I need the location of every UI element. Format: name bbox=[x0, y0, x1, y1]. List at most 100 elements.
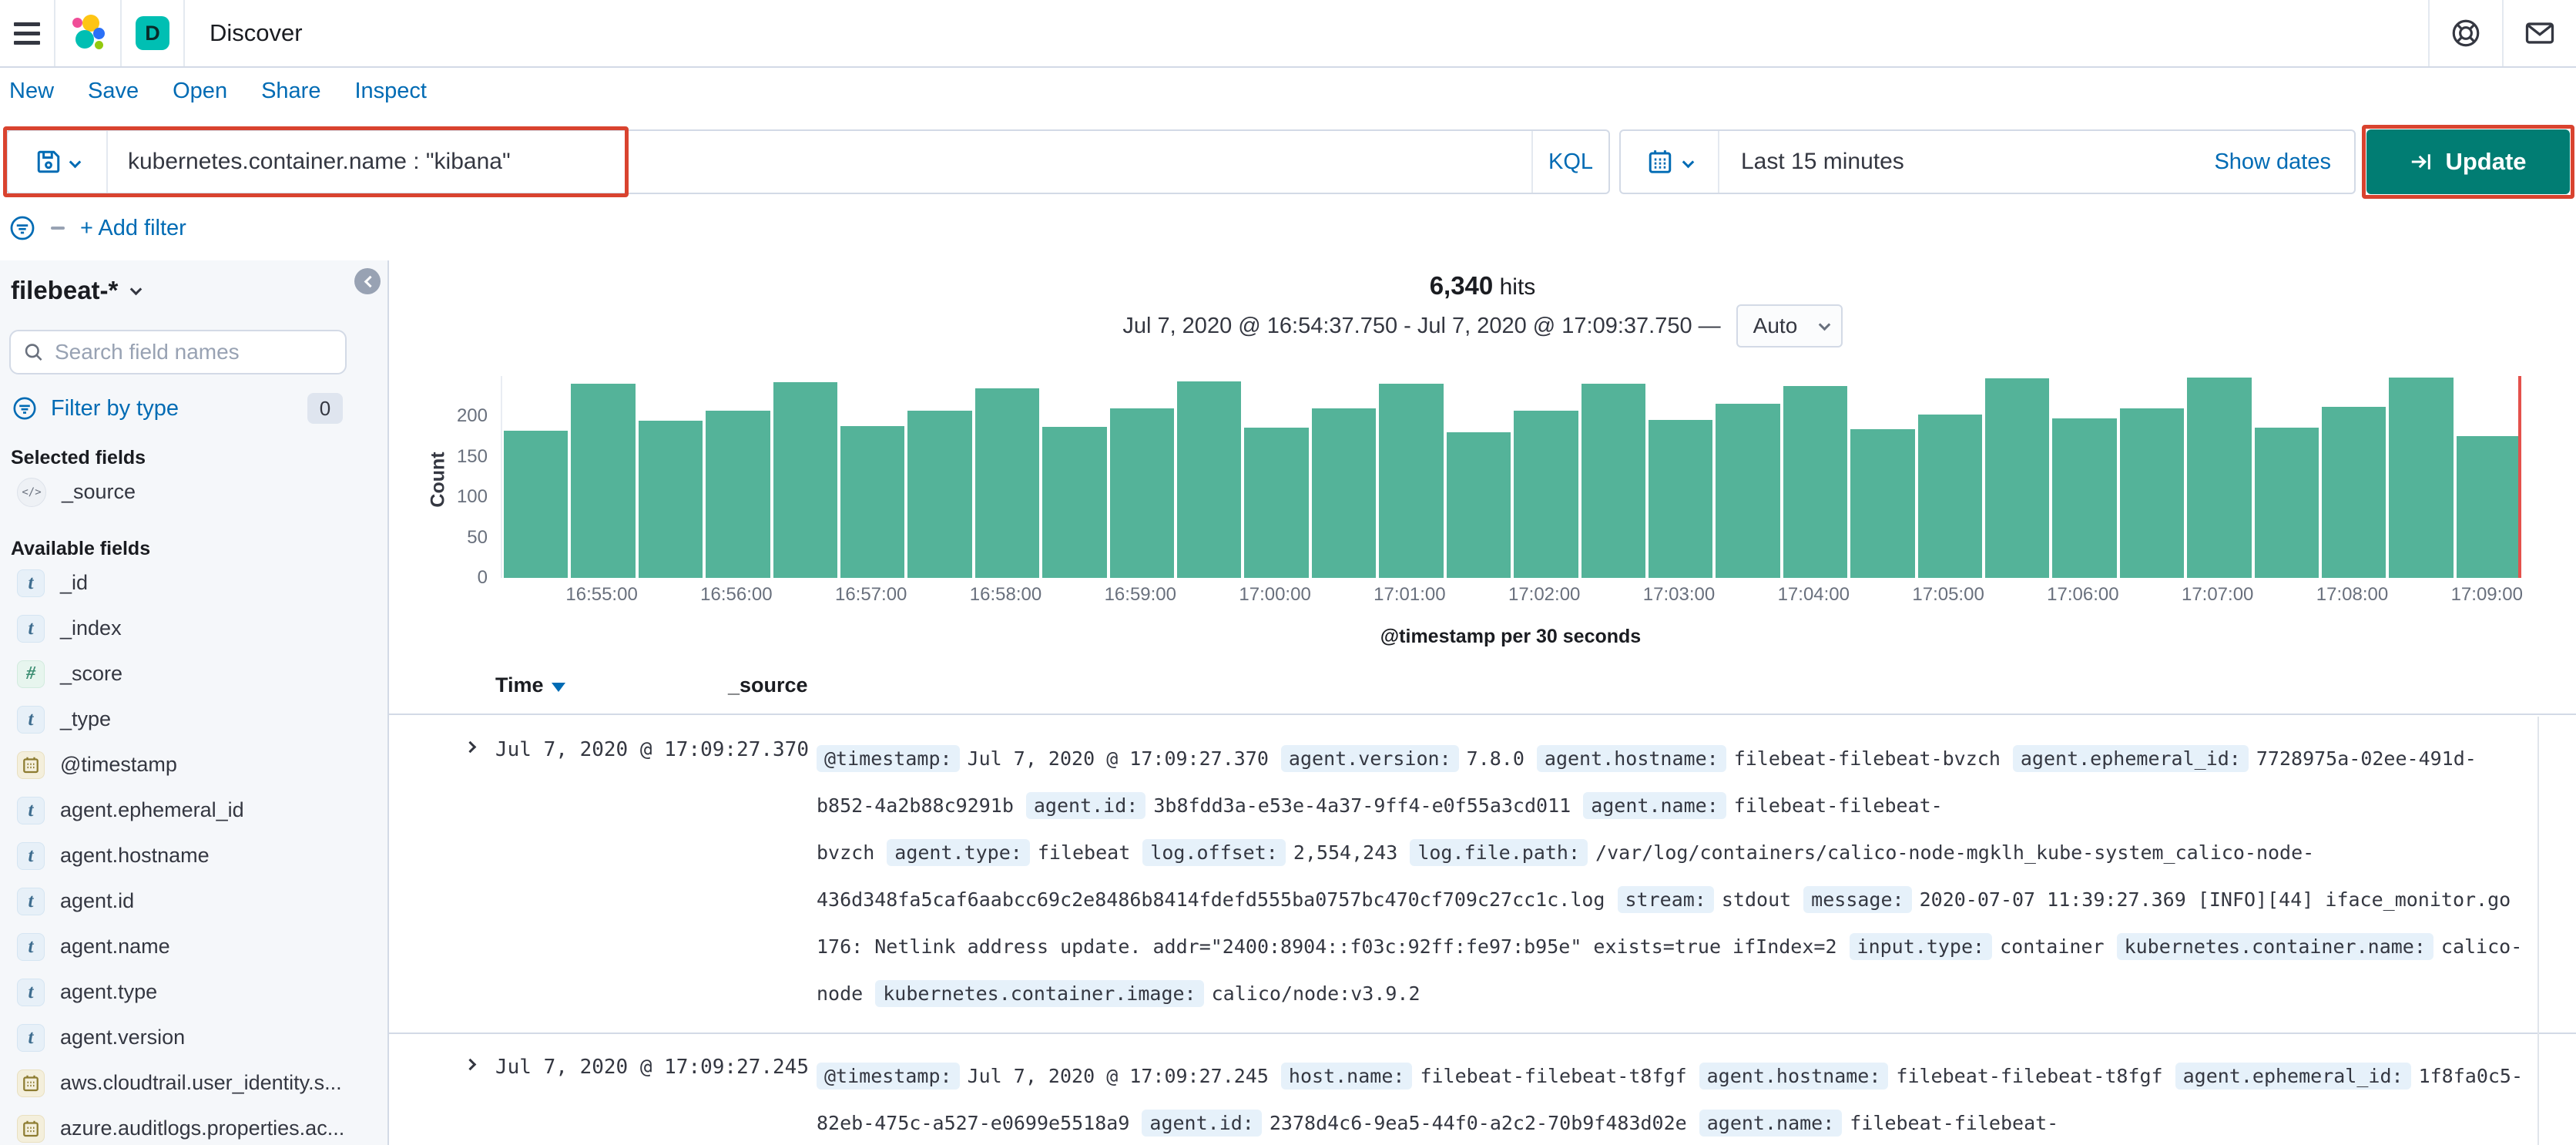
field-name: _source bbox=[62, 480, 136, 503]
histogram-bar-17:02:30[interactable] bbox=[1581, 384, 1645, 578]
filter-icon[interactable] bbox=[9, 215, 35, 241]
histogram-bar-17:02:00[interactable] bbox=[1514, 411, 1578, 578]
histogram-bar-17:05:00[interactable] bbox=[1917, 415, 1982, 578]
field-name: agent.name bbox=[60, 935, 170, 958]
elastic-logo-icon bbox=[69, 15, 106, 52]
saved-query-menu-button[interactable] bbox=[8, 131, 108, 193]
field-item-_index[interactable]: t _index bbox=[9, 606, 380, 651]
field-item-_source[interactable]: </> _source bbox=[9, 469, 380, 515]
query-input[interactable]: kubernetes.container.name : "kibana" bbox=[128, 149, 511, 174]
quick-select-menu-button[interactable] bbox=[1621, 131, 1719, 193]
field-item-@timestamp[interactable]: @timestamp bbox=[9, 742, 380, 787]
field-name: agent.ephemeral_id bbox=[60, 798, 244, 821]
histogram-bar-16:57:00[interactable] bbox=[840, 425, 905, 578]
source-field-value: filebeat-filebeat-t8fgf bbox=[1896, 1065, 2163, 1087]
histogram-bar-17:06:30[interactable] bbox=[2119, 408, 2185, 578]
field-search-box bbox=[9, 330, 347, 374]
string-type-icon: t bbox=[17, 1023, 45, 1052]
histogram-bar-16:55:30[interactable] bbox=[638, 420, 703, 578]
elastic-logo[interactable] bbox=[55, 0, 122, 66]
x-axis-title: @timestamp per 30 seconds bbox=[1380, 626, 1642, 647]
time-column-header[interactable]: Time bbox=[495, 673, 565, 697]
x-tick-17:03:00: 17:03:00 bbox=[1642, 584, 1716, 605]
nav-link-save[interactable]: Save bbox=[88, 79, 139, 103]
table-scrollbar-track[interactable] bbox=[2537, 717, 2539, 1145]
histogram-bar-16:56:30[interactable] bbox=[773, 382, 838, 578]
histogram-bar-17:07:00[interactable] bbox=[2187, 378, 2252, 578]
field-item-_id[interactable]: t _id bbox=[9, 560, 380, 606]
source-field-value: 1f8fa0c5-82eb-475c-a527-e0699e5518a9 bbox=[817, 1065, 2524, 1134]
histogram-bar-17:00:00[interactable] bbox=[1244, 428, 1309, 578]
field-item-agent.hostname[interactable]: t agent.hostname bbox=[9, 833, 380, 878]
show-dates-link[interactable]: Show dates bbox=[2214, 149, 2331, 174]
nav-link-new[interactable]: New bbox=[9, 79, 55, 103]
source-field-key: input.type: bbox=[1849, 933, 1993, 960]
field-item-agent.id[interactable]: t agent.id bbox=[9, 878, 380, 924]
histogram-bar-17:03:30[interactable] bbox=[1716, 403, 1780, 578]
field-item-aws.cloudtrail.user_identity.s...[interactable]: aws.cloudtrail.user_identity.s... bbox=[9, 1060, 380, 1106]
string-type-icon: t bbox=[17, 569, 45, 597]
histogram-bar-17:09:00[interactable] bbox=[2456, 435, 2521, 578]
x-tick-17:02:00: 17:02:00 bbox=[1508, 584, 1581, 605]
histogram-bar-16:59:00[interactable] bbox=[1109, 408, 1175, 578]
field-search-input[interactable] bbox=[55, 340, 333, 364]
histogram[interactable] bbox=[501, 376, 2521, 578]
field-item-agent.ephemeral_id[interactable]: t agent.ephemeral_id bbox=[9, 787, 380, 833]
collapse-sidebar-button[interactable] bbox=[354, 268, 381, 294]
documents-table: Jul 7, 2020 @ 17:09:27.370 @timestamp: Jul… bbox=[389, 717, 2576, 1145]
field-item-_score[interactable]: # _score bbox=[9, 651, 380, 697]
field-item-agent.name[interactable]: t agent.name bbox=[9, 924, 380, 969]
time-range-value[interactable]: Last 15 minutes bbox=[1741, 149, 1904, 174]
histogram-bar-17:01:00[interactable] bbox=[1379, 384, 1444, 578]
row-timestamp: Jul 7, 2020 @ 17:09:27.370 bbox=[495, 738, 809, 761]
interval-select[interactable]: Auto bbox=[1736, 304, 1843, 348]
field-item-_type[interactable]: t _type bbox=[9, 697, 380, 742]
histogram-bar-17:03:00[interactable] bbox=[1648, 419, 1713, 578]
histogram-bar-16:57:30[interactable] bbox=[907, 411, 972, 578]
histogram-bar-16:58:30[interactable] bbox=[1042, 427, 1107, 578]
filter-bar: + Add filter bbox=[9, 210, 186, 247]
discover-app-badge[interactable]: D bbox=[122, 0, 185, 66]
histogram-bar-16:58:00[interactable] bbox=[974, 388, 1040, 578]
refresh-icon bbox=[2412, 154, 2431, 170]
filter-by-type-button[interactable]: Filter by type bbox=[51, 395, 179, 421]
sort-desc-icon bbox=[551, 682, 565, 692]
histogram-bar-17:08:30[interactable] bbox=[2389, 378, 2454, 578]
source-field-key: kubernetes.container.name: bbox=[2116, 933, 2433, 960]
histogram-bar-17:04:00[interactable] bbox=[1783, 385, 1848, 578]
update-button[interactable]: Update bbox=[2366, 129, 2570, 194]
histogram-bar-16:59:30[interactable] bbox=[1177, 381, 1242, 578]
y-tick-200: 200 bbox=[456, 405, 488, 427]
field-item-azure.auditlogs.properties.ac...[interactable]: azure.auditlogs.properties.ac... bbox=[9, 1106, 380, 1145]
expand-row-button[interactable] bbox=[464, 1058, 477, 1071]
source-field-value: Jul 7, 2020 @ 17:09:27.245 bbox=[967, 1065, 1269, 1087]
histogram-bar-17:06:00[interactable] bbox=[2052, 418, 2117, 578]
histogram-bar-17:07:30[interactable] bbox=[2254, 428, 2319, 578]
nav-link-share[interactable]: Share bbox=[261, 79, 321, 103]
top-navigation-bar: D Discover bbox=[0, 0, 2576, 68]
index-pattern-switcher[interactable]: filebeat-* bbox=[9, 271, 380, 305]
field-name: _id bbox=[60, 571, 89, 594]
field-item-agent.version[interactable]: t agent.version bbox=[9, 1015, 380, 1060]
field-item-agent.type[interactable]: t agent.type bbox=[9, 969, 380, 1015]
histogram-bar-17:08:00[interactable] bbox=[2321, 406, 2386, 578]
histogram-bar-17:01:30[interactable] bbox=[1446, 432, 1511, 578]
nav-link-open[interactable]: Open bbox=[173, 79, 228, 103]
newsfeed-button[interactable] bbox=[2502, 0, 2576, 66]
help-button[interactable] bbox=[2428, 0, 2502, 66]
histogram-bar-17:05:30[interactable] bbox=[1984, 378, 2050, 578]
source-field-value: stdout bbox=[1721, 888, 1792, 911]
query-language-button[interactable]: KQL bbox=[1531, 131, 1608, 193]
histogram-bar-16:55:00[interactable] bbox=[571, 384, 636, 578]
histogram-bar-17:00:30[interactable] bbox=[1311, 408, 1377, 578]
histogram-bar-16:54:30[interactable] bbox=[504, 431, 569, 578]
string-type-icon: t bbox=[17, 614, 45, 643]
menu-button[interactable] bbox=[0, 0, 55, 66]
nav-link-inspect[interactable]: Inspect bbox=[354, 79, 427, 103]
add-filter-button[interactable]: + Add filter bbox=[80, 215, 186, 240]
histogram-bar-17:04:30[interactable] bbox=[1850, 429, 1915, 578]
expand-row-button[interactable] bbox=[464, 740, 477, 754]
calendar-icon bbox=[23, 757, 39, 773]
source-field-value: filebeat-filebeat-bvzch bbox=[1733, 747, 2001, 770]
histogram-bar-16:56:00[interactable] bbox=[706, 411, 770, 578]
